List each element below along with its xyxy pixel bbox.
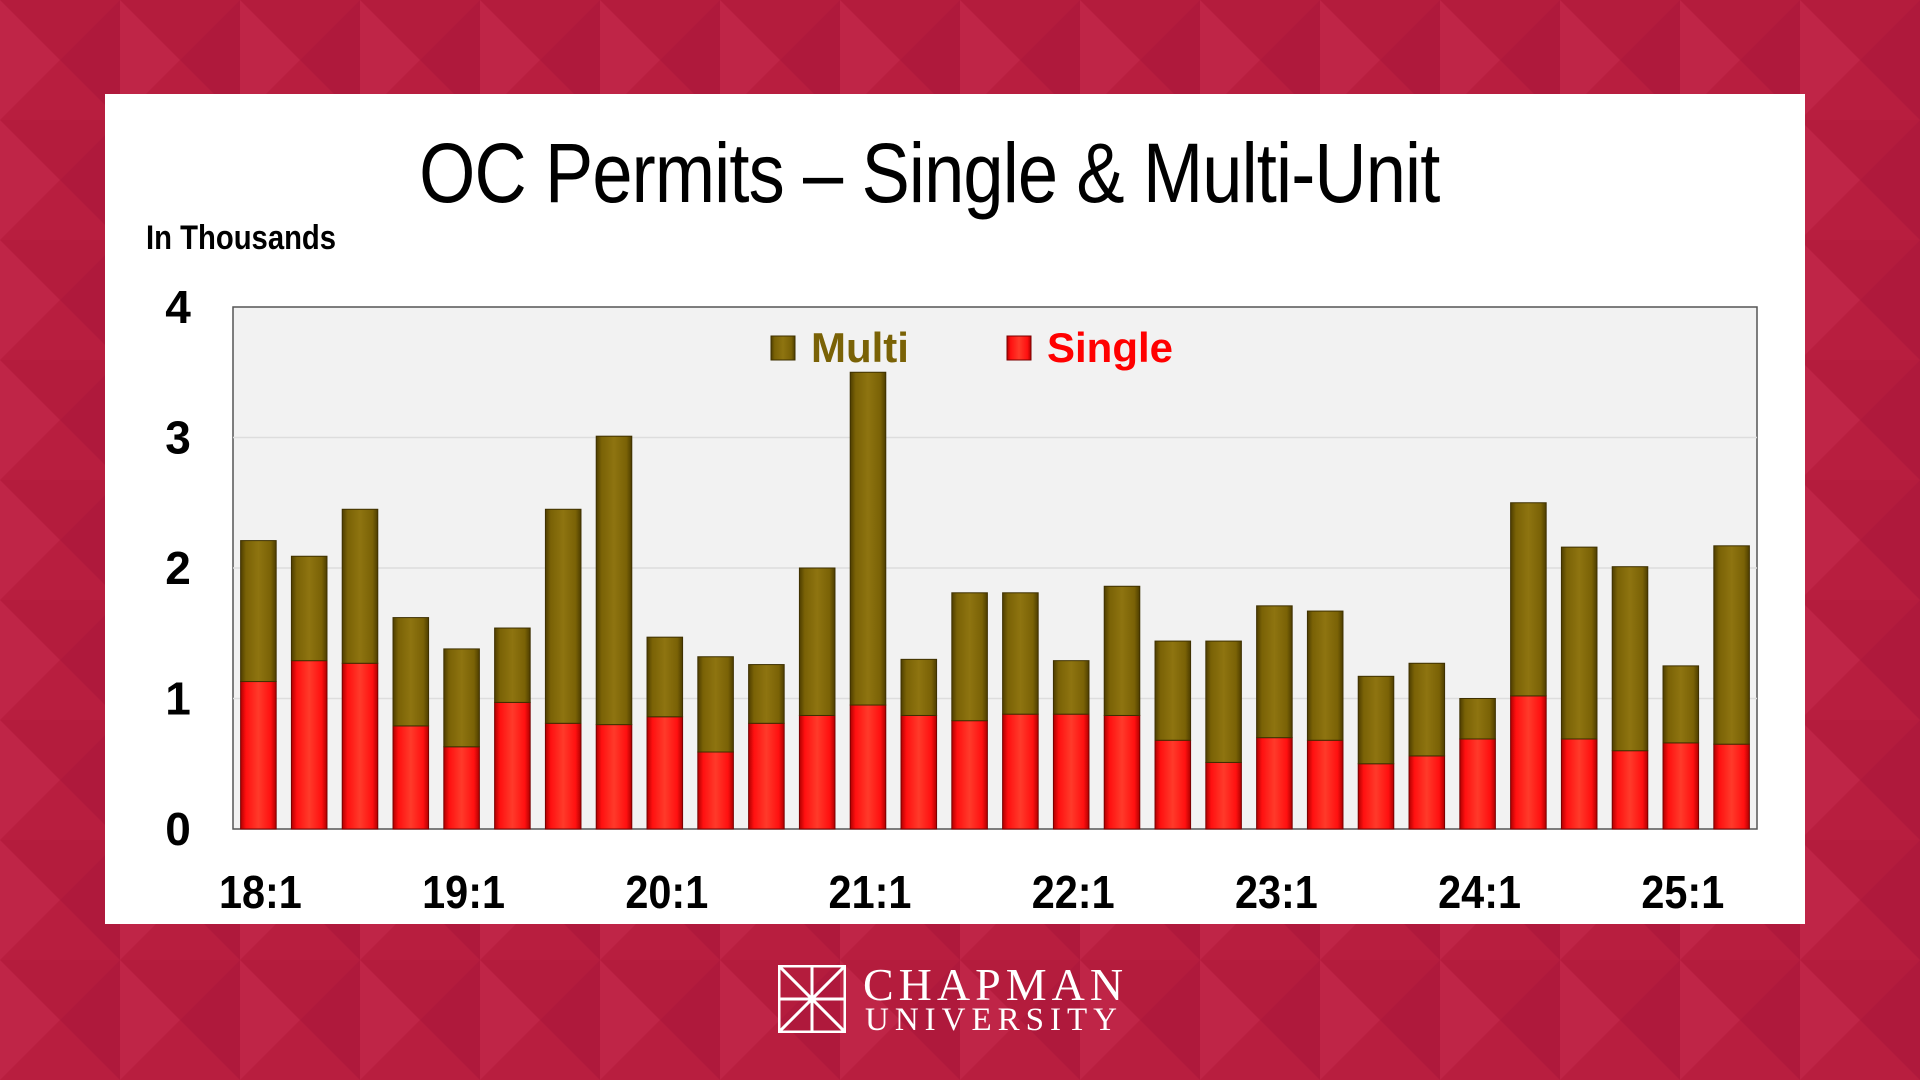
bar-single [1205,761,1242,830]
bar-multi [697,656,734,753]
bar-single [240,681,277,830]
bar-multi [595,435,633,726]
bar-multi [646,636,684,718]
bar-single [341,662,379,830]
bar-multi [443,648,480,748]
bar-single [290,660,328,830]
bar-single [1560,738,1598,830]
bar-single [392,725,430,830]
x-tick-label: 18:1 [219,867,302,919]
bar-single [1306,739,1344,830]
y-tick-label: 1 [165,673,191,725]
bar-multi [1256,605,1293,739]
y-tick-label: 4 [165,281,191,333]
bar-multi [798,567,836,716]
bar-multi [1103,585,1141,716]
legend-label-multi: Multi [811,324,909,371]
x-tick-label: 23:1 [1235,867,1318,919]
bar-single [443,746,480,830]
bar-single [1459,738,1496,830]
y-unit-label: In Thousands [146,219,337,257]
bar-single [798,714,836,830]
bar-multi [1306,610,1344,741]
bar-single [849,704,887,830]
x-tick-label: 24:1 [1438,867,1521,919]
bar-single [1002,713,1039,830]
bar-multi [290,555,328,662]
bar-single [646,716,684,830]
x-tick-label: 22:1 [1032,867,1115,919]
bar-single [900,714,938,830]
bar-single [595,724,633,830]
y-tick-label: 3 [165,412,191,464]
bar-multi [1510,502,1547,697]
bar-multi [1154,640,1192,741]
bar-multi [1713,545,1750,745]
logo-subtitle: UNIVERSITY [865,1002,1123,1038]
bar-multi [1408,662,1446,757]
legend-label-single: Single [1047,324,1173,371]
legend-swatch-multi [770,335,796,361]
bar-multi [1357,675,1395,765]
bar-single [1713,743,1750,830]
bar-multi [951,592,988,722]
bar-single [697,751,734,830]
legend-swatch-single [1006,335,1032,361]
bar-single [494,701,531,830]
bar-multi [1662,665,1700,744]
bar-multi [544,508,582,724]
x-tick-label: 25:1 [1641,867,1724,919]
bar-single [1611,750,1649,830]
chapman-window-icon [778,965,846,1033]
bar-multi [1611,566,1649,752]
bar-single [748,722,785,830]
bar-single [951,720,988,830]
bar-single [1408,755,1446,830]
bar-multi [1205,640,1242,763]
bar-multi [748,664,785,724]
chart-title: OC Permits – Single & Multi-Unit [419,126,1440,220]
bar-single [1154,739,1192,830]
bar-multi [900,658,938,716]
bar-multi [1459,698,1496,740]
bar-single [1662,742,1700,830]
y-tick-label: 0 [165,803,191,855]
y-tick-label: 2 [165,542,191,594]
x-tick-label: 19:1 [422,867,505,919]
bar-single [544,722,582,830]
logo-name: CHAPMAN [863,959,1129,1010]
bar-multi [240,540,277,683]
x-tick-label: 21:1 [829,867,912,919]
bar-multi [1560,546,1598,740]
bar-multi [392,617,430,727]
x-tick-label: 20:1 [625,867,708,919]
bar-single [1103,714,1141,830]
bar-multi [849,371,887,706]
bar-multi [494,627,531,703]
bar-single [1256,737,1293,830]
bar-single [1052,713,1090,830]
bar-multi [1052,660,1090,715]
bar-multi [341,508,379,664]
bar-single [1357,763,1395,830]
bar-single [1510,695,1547,830]
bar-multi [1002,592,1039,715]
